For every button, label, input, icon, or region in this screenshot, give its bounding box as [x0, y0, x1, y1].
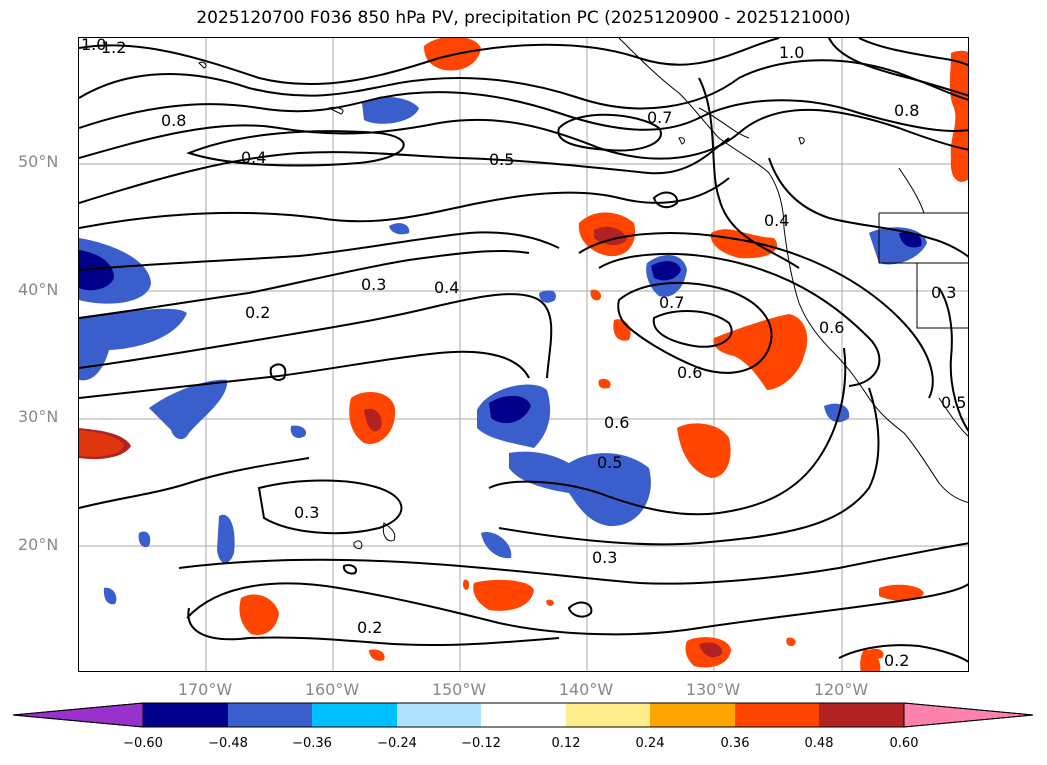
colorbar-extend-low — [12, 702, 144, 728]
contour-label: 0.3 — [361, 275, 386, 294]
contour-label: 0.7 — [659, 293, 684, 312]
contour-label: 1.0 — [779, 43, 804, 62]
colorbar-segment — [650, 703, 735, 727]
contour-label: 0.6 — [819, 318, 844, 337]
contour-label: 0.5 — [489, 150, 514, 169]
lon-label-130w: 130°W — [685, 680, 741, 699]
contour-label: 0.6 — [604, 413, 629, 432]
lon-label-160w: 160°W — [304, 680, 360, 699]
colorbar-segment — [312, 703, 397, 727]
map-canvas: 1.0 1.2 0.8 0.4 0.5 0.7 1.0 0.8 0.4 0.3 … — [79, 38, 968, 671]
lat-label-40n: 40°N — [18, 280, 59, 299]
colorbar-tick: 0.24 — [635, 736, 665, 751]
contour-label: 0.2 — [357, 618, 382, 637]
contour-labels: 1.0 1.2 0.8 0.4 0.5 0.7 1.0 0.8 0.4 0.3 … — [81, 38, 966, 670]
colorbar-tick: 0.48 — [804, 736, 834, 751]
lon-label-140w: 140°W — [558, 680, 614, 699]
lon-label-120w: 120°W — [813, 680, 869, 699]
contour-label: 0.3 — [294, 503, 319, 522]
colorbar-segments — [12, 702, 1034, 728]
contour-label: 1.0 — [81, 38, 106, 54]
lat-label-50n: 50°N — [18, 152, 59, 171]
coastlines — [198, 38, 968, 549]
contour-label: 0.6 — [677, 363, 702, 382]
lon-label-170w: 170°W — [177, 680, 233, 699]
colorbar-tick: −0.12 — [461, 736, 501, 751]
contour-label: 0.5 — [941, 393, 966, 412]
contour-label: 0.3 — [931, 283, 956, 302]
contour-label: 0.8 — [894, 101, 919, 120]
colorbar-segment — [143, 703, 228, 727]
contour-label: 0.8 — [161, 111, 186, 130]
contour-label: 0.4 — [764, 211, 789, 230]
colorbar-tick: −0.48 — [208, 736, 248, 751]
pv-contours — [79, 38, 968, 663]
lat-label-30n: 30°N — [18, 407, 59, 426]
colorbar-tick: 0.36 — [720, 736, 750, 751]
contour-label: 0.3 — [592, 548, 617, 567]
contour-label: 0.2 — [245, 303, 270, 322]
colorbar-segment — [481, 703, 566, 727]
contour-label: 0.4 — [434, 278, 459, 297]
colorbar-segment — [566, 703, 650, 727]
colorbar — [12, 702, 1034, 728]
colorbar-outline — [12, 702, 1034, 728]
contour-label: 1.2 — [101, 38, 126, 57]
colorbar-tick: −0.60 — [123, 736, 163, 751]
lat-label-20n: 20°N — [18, 535, 59, 554]
precip-shading — [79, 38, 968, 671]
colorbar-tick: −0.36 — [292, 736, 332, 751]
contour-label: 0.7 — [647, 108, 672, 127]
map-panel[interactable]: 1.0 1.2 0.8 0.4 0.5 0.7 1.0 0.8 0.4 0.3 … — [78, 37, 969, 672]
colorbar-tick: 0.60 — [889, 736, 919, 751]
lon-label-150w: 150°W — [431, 680, 487, 699]
contour-label: 0.5 — [597, 453, 622, 472]
colorbar-segment — [397, 703, 481, 727]
colorbar-segment — [819, 703, 904, 727]
map-title: 2025120700 F036 850 hPa PV, precipitatio… — [196, 8, 851, 28]
contour-label: 0.2 — [884, 651, 909, 670]
colorbar-segment — [228, 703, 312, 727]
contour-label: 0.4 — [241, 148, 266, 167]
colorbar-extend-high — [903, 702, 1034, 728]
colorbar-tick: −0.24 — [377, 736, 417, 751]
colorbar-tick: 0.12 — [551, 736, 581, 751]
colorbar-segment — [735, 703, 819, 727]
